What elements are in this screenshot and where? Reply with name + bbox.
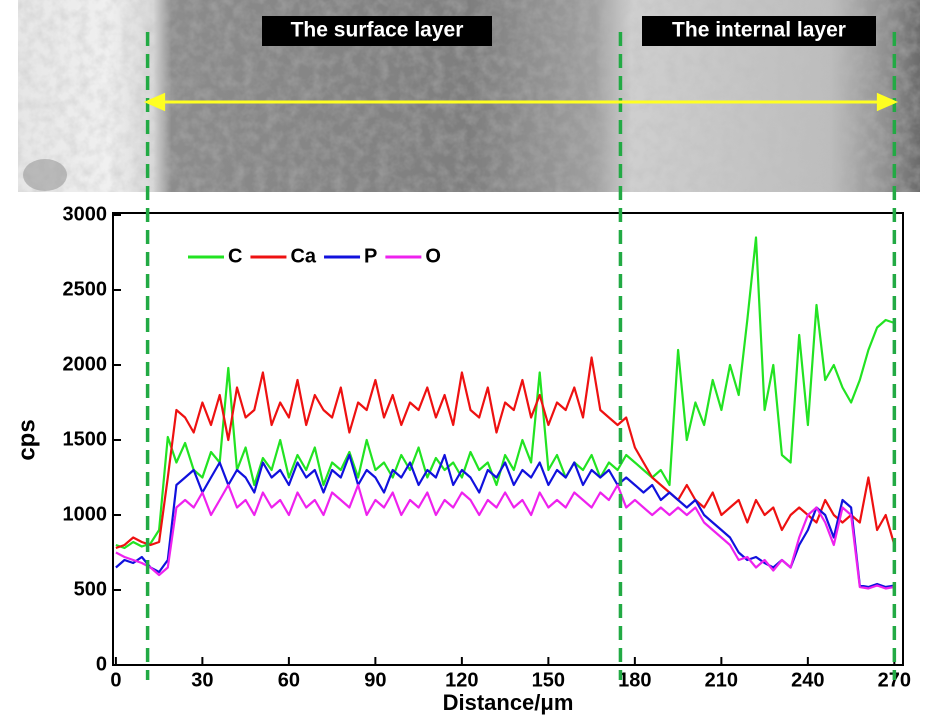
x-tick-label: 60 [278, 669, 300, 691]
x-tick-label: 240 [791, 669, 824, 691]
layer-arrow [143, 92, 899, 112]
x-axis-title: Distance/μm [443, 690, 574, 715]
series-line [115, 483, 895, 590]
series-line [115, 356, 896, 550]
y-tick-label: 0 [96, 653, 107, 675]
legend-label: Ca [290, 245, 316, 267]
series-line [115, 453, 895, 589]
y-tick-label: 2500 [63, 278, 108, 300]
x-tick-label: 210 [705, 669, 738, 691]
y-tick-label: 3000 [63, 203, 108, 225]
y-tick-label: 1000 [63, 503, 108, 525]
legend-label: C [228, 245, 242, 267]
x-tick-label: 150 [532, 669, 565, 691]
y-tick-label: 1500 [63, 428, 108, 450]
series-line [115, 236, 895, 550]
annotation-box [642, 16, 876, 46]
y-axis-title: cps [13, 419, 40, 460]
x-tick-label: 180 [618, 669, 651, 691]
y-tick-label: 2000 [63, 353, 108, 375]
annotation: The internal layer [672, 19, 846, 42]
x-tick-label: 270 [878, 669, 911, 691]
plot-frame [112, 212, 904, 666]
x-tick-label: 120 [445, 669, 478, 691]
x-tick-label: 90 [364, 669, 386, 691]
legend-label: O [425, 245, 441, 267]
legend-label: P [364, 245, 377, 267]
x-tick-label: 30 [191, 669, 213, 691]
annotation: The surface layer [291, 19, 464, 42]
annotation-box [262, 16, 492, 46]
y-tick-label: 500 [74, 578, 107, 600]
x-tick-label: 0 [110, 669, 121, 691]
